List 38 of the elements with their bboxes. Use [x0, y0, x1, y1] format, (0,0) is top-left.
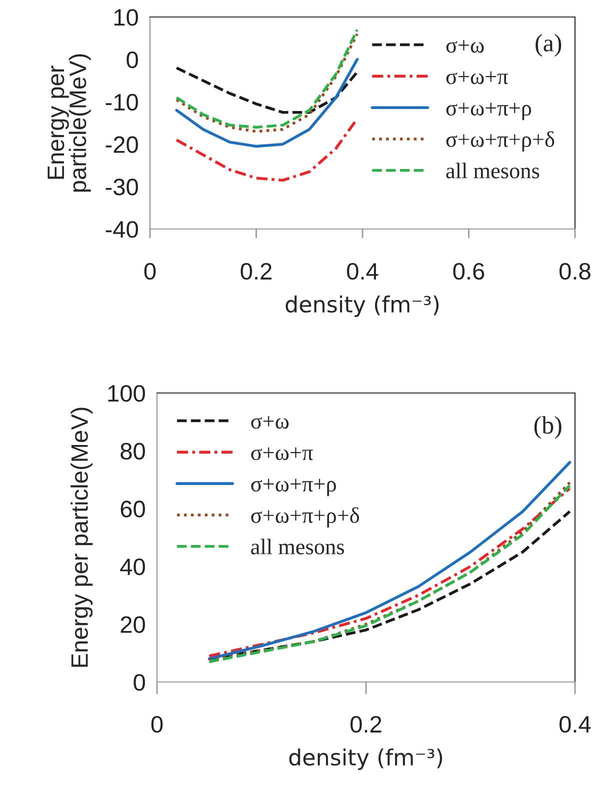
y-tick-label: 0: [134, 674, 145, 691]
y-tick-label: -20: [106, 136, 138, 153]
y-axis-title: Energy per particle(MeV): [70, 408, 93, 667]
y-tick-label: 10: [114, 9, 138, 26]
y-axis-title: Energy per particle(MeV): [48, 54, 91, 192]
x-tick-label: 0.8: [560, 262, 590, 280]
x-axis-title: density (fm⁻³): [289, 748, 442, 770]
legend-label: σ+ω+π+ρ+δ: [446, 131, 554, 152]
x-tick-label: 0: [151, 716, 163, 733]
legend-label: σ+ω+π: [446, 71, 508, 84]
x-tick-label: 0.6: [453, 262, 484, 280]
legend-label: σ+ω: [251, 416, 289, 429]
y-tick-label: 20: [120, 616, 145, 633]
line-series: [175, 58, 359, 148]
x-tick-label: 0.4: [560, 716, 591, 733]
line-series: [175, 66, 359, 114]
legend-label: σ+ω+π+ρ: [446, 102, 532, 120]
y-tick-label: -30: [106, 178, 138, 196]
legend-label: σ+ω+π+ρ+δ: [251, 507, 360, 528]
annotation: (b): [534, 416, 562, 439]
legend-label: σ+ω: [446, 40, 484, 53]
x-tick-label: 0.4: [347, 262, 378, 280]
y-tick-label: 0: [126, 51, 138, 68]
y-tick-label: -10: [106, 94, 138, 111]
x-tick-label: 0: [144, 262, 156, 280]
y-tick-label: 40: [120, 558, 145, 576]
y-tick-label: 80: [120, 442, 145, 460]
y-tick-label: 60: [120, 500, 145, 518]
legend-label: σ+ω+π: [251, 447, 313, 460]
legend-label: σ+ω+π+ρ: [251, 478, 336, 496]
x-tick-label: 0.2: [240, 262, 272, 280]
legend-label: all mesons: [446, 162, 540, 178]
x-tick-label: 0.2: [350, 716, 382, 733]
y-tick-label: 100: [108, 385, 145, 402]
annotation: (a): [536, 34, 562, 57]
y-tick-label: -40: [106, 221, 138, 238]
legend-label: all mesons: [251, 538, 344, 554]
x-axis-title: density (fm⁻³): [286, 295, 439, 317]
